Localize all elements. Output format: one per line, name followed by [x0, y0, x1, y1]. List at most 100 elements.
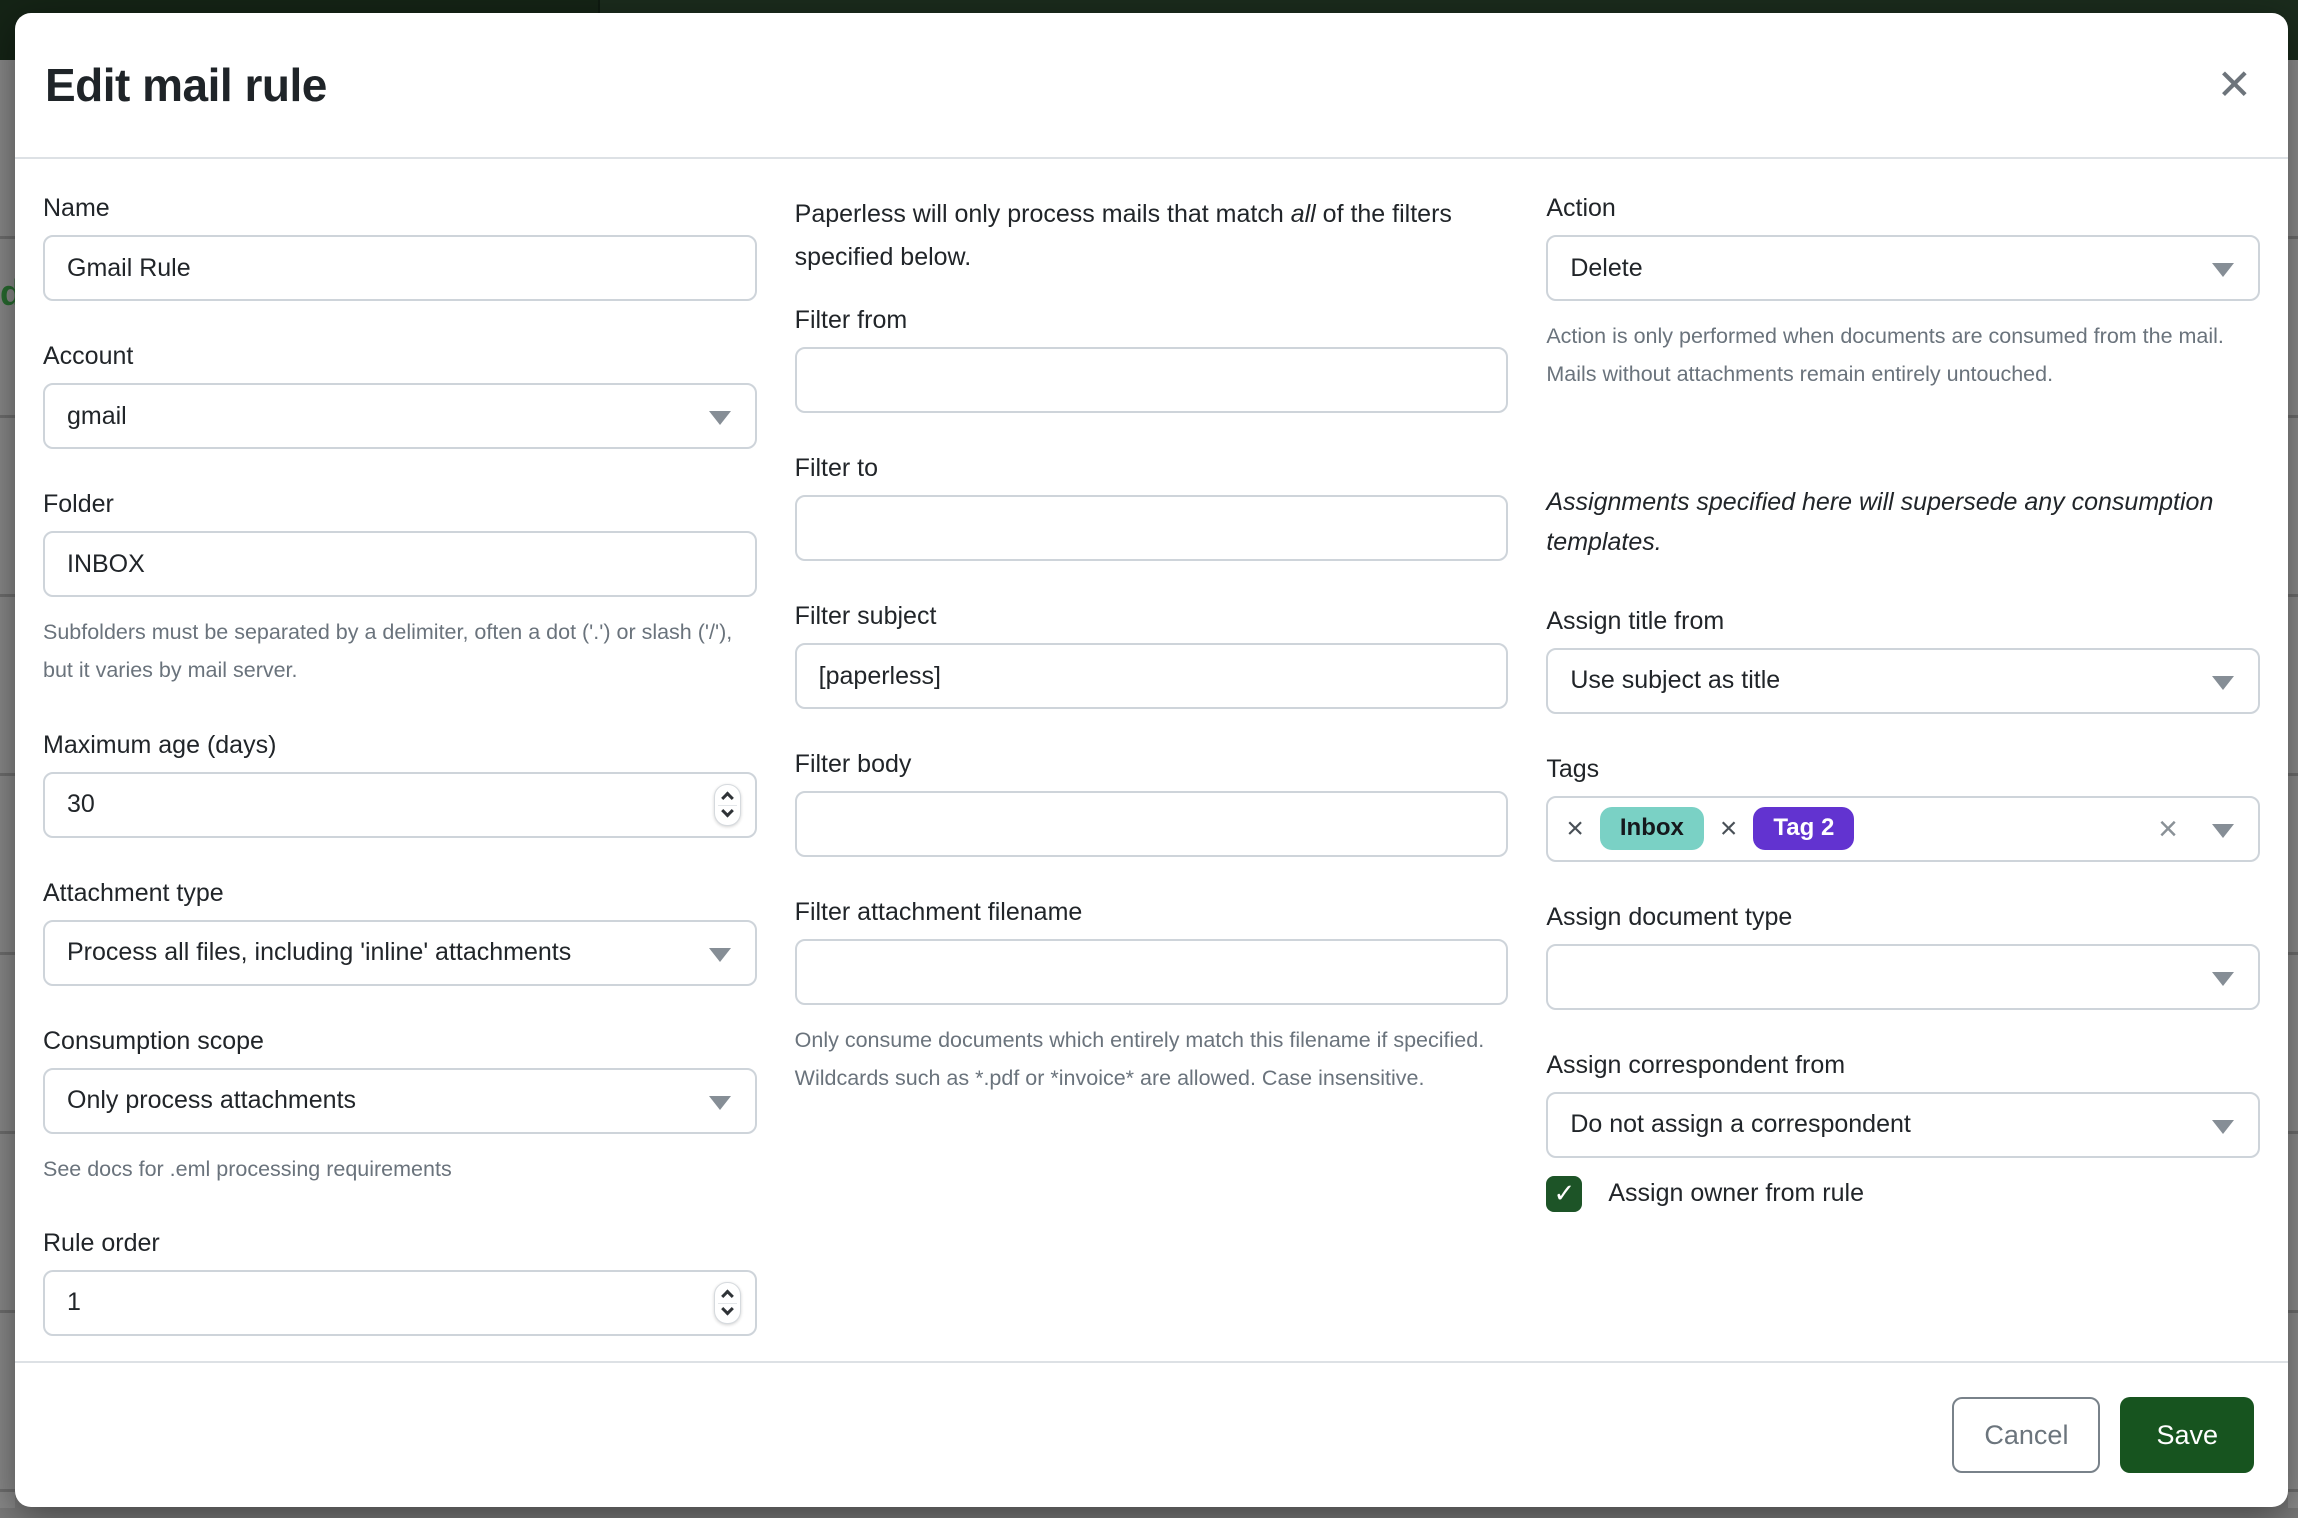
action-label: Action: [1546, 194, 1616, 222]
tags-label: Tags: [1546, 754, 1600, 783]
assign-correspondent-from-label: Assign correspondent from: [1546, 1050, 1846, 1079]
rule-order-input[interactable]: 1: [43, 1269, 757, 1336]
chevron-down-icon: [708, 947, 731, 962]
backdrop-bottom: [0, 1508, 2298, 1518]
filter-from-input[interactable]: [794, 347, 1509, 413]
rule-order-value: 1: [67, 1288, 81, 1317]
account-label: Account: [43, 342, 134, 370]
chevron-down-icon: [2212, 971, 2235, 986]
save-button[interactable]: Save: [2120, 1397, 2254, 1473]
folder-help: Subfolders must be separated by a delimi…: [43, 620, 733, 683]
column-action: Action Delete Action is only performed w…: [1546, 193, 2261, 1361]
assign-correspondent-from-select[interactable]: Do not assign a correspondent: [1546, 1091, 2261, 1158]
consumption-scope-help: See docs for .eml processing requirement…: [43, 1156, 452, 1181]
rule-order-label: Rule order: [43, 1228, 160, 1257]
field-action: Action Delete Action is only performed w…: [1546, 193, 2261, 394]
field-filter-body: Filter body: [794, 749, 1509, 857]
check-icon: ✓: [1553, 1178, 1576, 1209]
filter-body-label: Filter body: [794, 750, 912, 778]
stepper-divider: [717, 1302, 737, 1304]
maximum-age-label: Maximum age (days): [43, 730, 277, 759]
clear-tags-icon[interactable]: ×: [2158, 809, 2179, 848]
tag-chip-tag-2[interactable]: Tag 2: [1753, 807, 1855, 850]
attachment-type-select[interactable]: Process all files, including 'inline' at…: [43, 919, 757, 986]
field-tags: Tags × Inbox × Tag 2 ×: [1546, 754, 2261, 862]
name-value: Gmail Rule: [67, 253, 191, 282]
assign-document-type-select[interactable]: [1546, 943, 2261, 1010]
field-attachment-type: Attachment type Process all files, inclu…: [43, 878, 757, 986]
column-general: Name Gmail Rule Account gmail Folder I: [43, 193, 757, 1361]
backdrop-right: [2288, 60, 2298, 1518]
field-consumption-scope: Consumption scope Only process attachmen…: [43, 1026, 757, 1188]
field-filter-to: Filter to: [794, 453, 1509, 561]
filter-to-input[interactable]: [794, 495, 1509, 561]
dialog-title: Edit mail rule: [45, 59, 327, 111]
dialog-body: Name Gmail Rule Account gmail Folder I: [15, 159, 2288, 1361]
tags-multiselect[interactable]: × Inbox × Tag 2 ×: [1546, 795, 2261, 862]
assign-title-from-label: Assign title from: [1546, 606, 1725, 635]
chevron-down-icon: [2212, 675, 2235, 690]
field-account: Account gmail: [43, 341, 757, 449]
chevron-down-icon: [2212, 263, 2235, 277]
stepper-up-icon[interactable]: [720, 1289, 734, 1303]
filter-body-input[interactable]: [794, 791, 1509, 857]
remove-tag-icon[interactable]: ×: [1566, 811, 1584, 845]
dialog-footer: Cancel Save: [15, 1361, 2288, 1507]
number-stepper[interactable]: [713, 783, 741, 826]
close-icon[interactable]: ✕: [2216, 61, 2252, 108]
assign-document-type-label: Assign document type: [1546, 902, 1793, 931]
field-filter-subject: Filter subject [paperless]: [794, 601, 1509, 709]
dialog-header: Edit mail rule ✕: [15, 13, 2288, 159]
stepper-divider: [717, 804, 737, 806]
name-input[interactable]: Gmail Rule: [43, 235, 757, 301]
field-rule-order: Rule order 1: [43, 1228, 757, 1336]
field-filter-attachment-filename: Filter attachment filename Only consume …: [794, 897, 1509, 1098]
assign-title-from-select[interactable]: Use subject as title: [1546, 647, 2261, 714]
stepper-up-icon[interactable]: [720, 791, 734, 805]
filter-subject-input[interactable]: [paperless]: [794, 643, 1509, 709]
number-stepper[interactable]: [713, 1281, 741, 1324]
account-value: gmail: [67, 401, 127, 430]
consumption-scope-label: Consumption scope: [43, 1026, 264, 1055]
remove-tag-icon[interactable]: ×: [1719, 811, 1738, 845]
filter-from-label: Filter from: [794, 306, 908, 334]
folder-label: Folder: [43, 490, 114, 518]
folder-value: INBOX: [67, 549, 145, 578]
stepper-down-icon[interactable]: [720, 1303, 734, 1316]
filter-subject-value: [paperless]: [818, 661, 941, 690]
chevron-down-icon: [2212, 1119, 2235, 1134]
assign-correspondent-from-value: Do not assign a correspondent: [1570, 1110, 1911, 1139]
filter-attachment-filename-label: Filter attachment filename: [794, 898, 1083, 926]
filter-to-label: Filter to: [794, 454, 879, 482]
filter-subject-label: Filter subject: [794, 602, 937, 630]
consumption-scope-select[interactable]: Only process attachments: [43, 1067, 757, 1134]
folder-input[interactable]: INBOX: [43, 531, 757, 597]
consumption-scope-value: Only process attachments: [67, 1086, 357, 1115]
field-name: Name Gmail Rule: [43, 193, 757, 301]
field-maximum-age: Maximum age (days) 30: [43, 730, 757, 838]
field-assign-title-from: Assign title from Use subject as title: [1546, 606, 2261, 714]
filter-attachment-filename-help: Only consume documents which entirely ma…: [794, 1028, 1485, 1091]
tag-chip-inbox[interactable]: Inbox: [1599, 807, 1704, 850]
action-value: Delete: [1570, 253, 1643, 282]
action-help: Action is only performed when documents …: [1546, 324, 2224, 387]
backdrop-left: d: [0, 60, 22, 1518]
attachment-type-label: Attachment type: [43, 878, 224, 907]
assignments-note: Assignments specified here will supersed…: [1546, 487, 2214, 556]
stepper-down-icon[interactable]: [720, 804, 734, 818]
chevron-down-icon: [708, 1095, 731, 1110]
field-filter-from: Filter from: [794, 305, 1509, 413]
filters-intro: Paperless will only process mails that m…: [794, 200, 1452, 271]
account-select[interactable]: gmail: [43, 383, 757, 449]
field-assign-document-type: Assign document type: [1546, 902, 2261, 1010]
name-label: Name: [43, 194, 110, 222]
field-folder: Folder INBOX Subfolders must be separate…: [43, 489, 757, 690]
assign-owner-checkbox[interactable]: ✓: [1546, 1175, 1583, 1212]
edit-mail-rule-dialog: Edit mail rule ✕ Name Gmail Rule Account…: [15, 13, 2288, 1507]
field-assign-owner: ✓ Assign owner from rule: [1546, 1175, 2260, 1212]
filter-attachment-filename-input[interactable]: [794, 939, 1509, 1005]
action-select[interactable]: Delete: [1546, 235, 2261, 301]
maximum-age-input[interactable]: 30: [43, 771, 757, 838]
cancel-button[interactable]: Cancel: [1952, 1397, 2101, 1473]
